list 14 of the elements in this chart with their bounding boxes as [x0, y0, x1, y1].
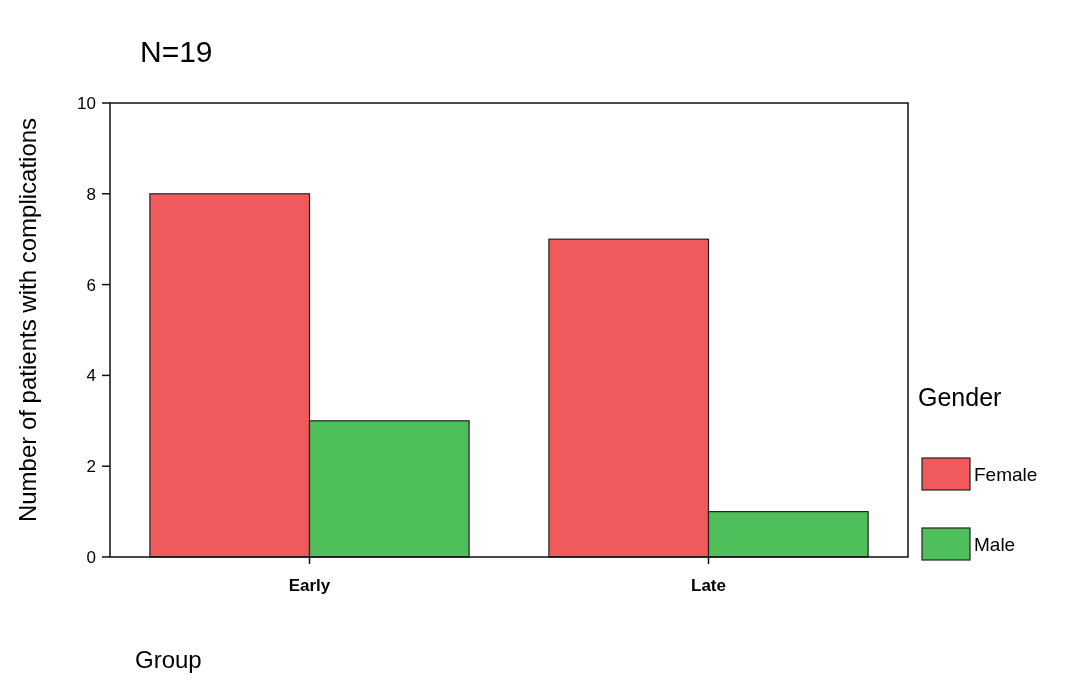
y-tick-label: 0	[86, 547, 96, 567]
x-tick-label: Early	[288, 576, 331, 595]
y-tick-label: 10	[77, 93, 96, 113]
chart-title: N=19	[140, 35, 213, 68]
y-axis-title: Number of patients with complications	[14, 117, 41, 523]
legend-label: Female	[974, 463, 1038, 485]
legend-label: Male	[974, 533, 1016, 555]
y-tick-label: 8	[86, 184, 96, 204]
x-tick-label: Late	[691, 576, 726, 595]
y-tick-label: 4	[86, 366, 96, 386]
y-tick-label: 2	[86, 457, 96, 477]
legend-title: Gender	[918, 383, 1002, 411]
y-tick-label: 6	[86, 275, 96, 295]
x-axis-title: Group	[135, 646, 202, 673]
